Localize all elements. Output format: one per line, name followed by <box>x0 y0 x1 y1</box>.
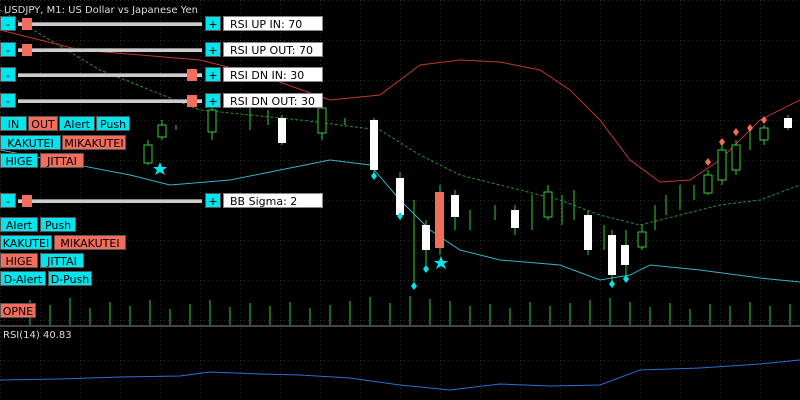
slider-track[interactable] <box>18 199 202 203</box>
toggle-button[interactable]: Push <box>96 116 130 131</box>
toggle-button[interactable]: Push <box>40 217 76 232</box>
toggle-button[interactable]: D-Alert <box>0 271 46 286</box>
slider-handle[interactable] <box>22 44 32 56</box>
toggle-button[interactable]: JITTAI <box>40 153 84 168</box>
toggle-button[interactable]: OUT <box>28 116 58 131</box>
toggle-button[interactable]: HIGE <box>0 253 38 268</box>
slider-label: BB Sigma: 2 <box>223 193 323 208</box>
lower-band <box>0 149 800 283</box>
grid <box>0 327 800 400</box>
minus-button[interactable]: - <box>0 42 16 57</box>
slider-track[interactable] <box>18 22 202 26</box>
signal-candle <box>435 192 444 248</box>
rsi-label: RSI(14) 40.83 <box>3 330 72 341</box>
toggle-button[interactable]: D-Push <box>48 271 92 286</box>
sell-markers <box>705 116 767 166</box>
plus-button[interactable]: + <box>205 16 221 31</box>
plus-button[interactable]: + <box>205 67 221 82</box>
slider-handle[interactable] <box>187 69 197 81</box>
slider-track[interactable] <box>18 48 202 52</box>
slider-track[interactable] <box>18 99 202 103</box>
toggle-button[interactable]: KAKUTEI <box>0 235 52 250</box>
plus-button[interactable]: + <box>205 42 221 57</box>
toggle-button[interactable]: Alert <box>59 116 95 131</box>
rsi-line <box>0 359 800 391</box>
plus-button[interactable]: + <box>205 93 221 108</box>
minus-button[interactable]: - <box>0 67 16 82</box>
toggle-button[interactable]: IN <box>0 116 27 131</box>
toggle-button[interactable]: Alert <box>0 217 38 232</box>
slider-handle[interactable] <box>22 195 32 207</box>
slider-label: RSI DN IN: 30 <box>223 67 323 82</box>
toggle-button[interactable]: MIKAKUTEI <box>54 235 126 250</box>
slider-label: RSI DN OUT: 30 <box>223 93 323 108</box>
slider-label: RSI UP OUT: 70 <box>223 42 323 57</box>
slider-track[interactable] <box>18 73 202 77</box>
toggle-button[interactable]: JITTAI <box>40 253 84 268</box>
minus-button[interactable]: - <box>0 193 16 208</box>
minus-button[interactable]: - <box>0 16 16 31</box>
open-button[interactable]: OPNE <box>0 303 36 318</box>
toggle-button[interactable]: KAKUTEI <box>0 135 61 150</box>
candle-bodies <box>278 118 792 275</box>
chart-title: USDJPY, M1: US Dollar vs Japanese Yen <box>4 5 198 16</box>
candle-bodies-hollow <box>143 107 769 248</box>
toggle-button[interactable]: HIGE <box>0 153 38 168</box>
middle-band <box>0 9 800 226</box>
toggle-button[interactable]: MIKAKUTEI <box>62 135 126 150</box>
minus-button[interactable]: - <box>0 93 16 108</box>
plus-button[interactable]: + <box>205 193 221 208</box>
slider-label: RSI UP IN: 70 <box>223 16 323 31</box>
slider-handle[interactable] <box>22 18 32 30</box>
slider-handle[interactable] <box>187 95 197 107</box>
